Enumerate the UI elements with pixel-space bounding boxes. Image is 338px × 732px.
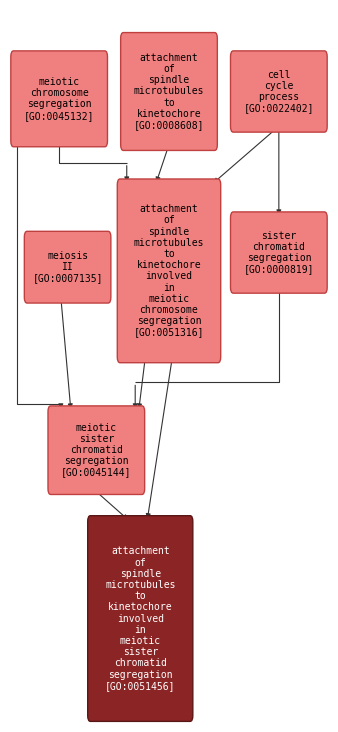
Text: meiotic
chromosome
segregation
[GO:0045132]: meiotic chromosome segregation [GO:00451… [24,77,94,121]
FancyBboxPatch shape [11,51,107,146]
FancyBboxPatch shape [24,231,111,303]
FancyBboxPatch shape [231,51,327,132]
Text: meiotic
sister
chromatid
segregation
[GO:0045144]: meiotic sister chromatid segregation [GO… [61,423,131,477]
FancyBboxPatch shape [88,515,193,722]
Text: attachment
of
spindle
microtubules
to
kinetochore
[GO:0008608]: attachment of spindle microtubules to ki… [134,53,204,130]
Text: sister
chromatid
segregation
[GO:0000819]: sister chromatid segregation [GO:0000819… [244,231,314,274]
FancyBboxPatch shape [117,179,221,363]
Text: cell
cycle
process
[GO:0022402]: cell cycle process [GO:0022402] [244,70,314,113]
FancyBboxPatch shape [231,212,327,293]
FancyBboxPatch shape [48,406,145,495]
Text: attachment
of
spindle
microtubules
to
kinetochore
involved
in
meiotic
sister
chr: attachment of spindle microtubules to ki… [105,546,175,691]
Text: attachment
of
spindle
microtubules
to
kinetochore
involved
in
meiotic
chromosome: attachment of spindle microtubules to ki… [134,204,204,337]
FancyBboxPatch shape [121,32,217,151]
Text: meiosis
II
[GO:0007135]: meiosis II [GO:0007135] [32,251,103,283]
